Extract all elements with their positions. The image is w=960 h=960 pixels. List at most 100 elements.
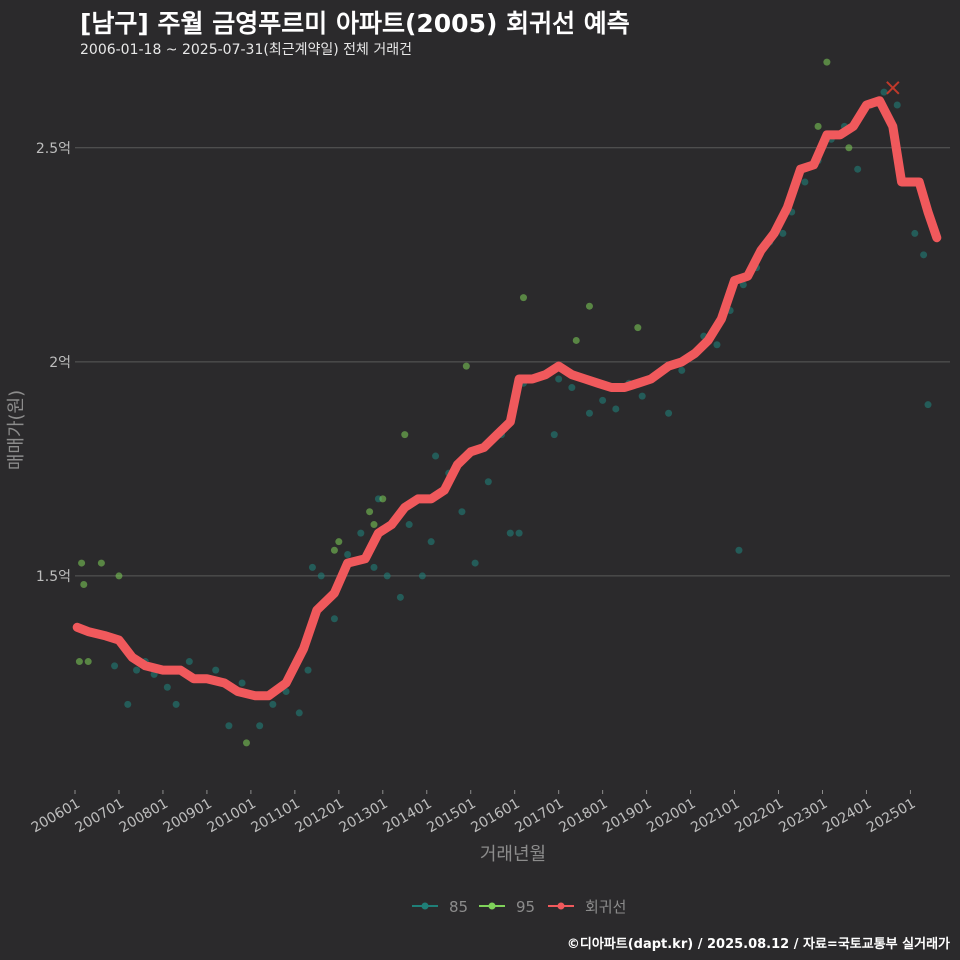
point-85 [269, 700, 277, 708]
point-85 [924, 401, 932, 409]
x-tick-label: 200801 [117, 796, 171, 837]
regression-line [72, 96, 942, 701]
series-85-points [111, 88, 932, 730]
point-85 [920, 251, 928, 259]
point-85 [330, 615, 338, 623]
point-85 [238, 679, 246, 687]
point-85 [185, 658, 193, 666]
point-95 [335, 538, 343, 546]
point-95 [115, 572, 123, 580]
point-85 [304, 666, 312, 674]
point-85 [344, 551, 352, 559]
point-85 [713, 341, 721, 349]
point-95 [242, 739, 250, 747]
legend-item-95[interactable]: 95 [479, 898, 535, 916]
regression-line-layer [72, 96, 942, 701]
legend-label-regression: 회귀선 [585, 898, 626, 916]
point-85 [458, 508, 466, 516]
x-tick-label: 200601 [29, 796, 83, 837]
point-85 [506, 529, 514, 537]
x-tick-label: 201901 [600, 796, 654, 837]
point-85 [172, 700, 180, 708]
point-85 [317, 572, 325, 580]
point-85 [880, 88, 888, 96]
point-85 [212, 666, 220, 674]
point-95 [814, 122, 822, 130]
point-85 [471, 559, 479, 567]
point-85 [418, 572, 426, 580]
point-85 [779, 229, 787, 237]
x-tick-label: 201201 [293, 796, 347, 837]
source-caption: ©디아파트(dapt.kr) / 2025.08.12 / 자료=국토교통부 실… [566, 937, 950, 952]
point-85 [638, 392, 646, 400]
chart-title: [남구] 주월 금영푸르미 아파트(2005) 회귀선 예측 [80, 9, 630, 38]
point-85 [396, 593, 404, 601]
x-tick-label: 201101 [249, 796, 303, 837]
point-85 [225, 722, 233, 730]
point-95 [330, 546, 338, 554]
point-85 [432, 452, 440, 460]
x-tick-label: 202301 [776, 796, 830, 837]
x-tick-label: 201501 [424, 796, 478, 837]
point-85 [735, 546, 743, 554]
point-85 [256, 722, 264, 730]
point-95 [78, 559, 86, 567]
x-tick-label: 202501 [864, 796, 918, 837]
x-tick-labels: 2006012007012008012009012010012011012012… [29, 790, 918, 837]
point-85 [370, 563, 378, 571]
point-95 [401, 431, 409, 439]
x-tick-label: 201601 [468, 796, 522, 837]
x-tick-label: 201401 [380, 796, 434, 837]
y-tick-label: 1.5억 [36, 569, 71, 585]
point-85 [585, 409, 593, 417]
point-85 [295, 709, 303, 717]
point-85 [515, 529, 523, 537]
x-tick-label: 200701 [73, 796, 127, 837]
y-axis-label: 매매가(원) [6, 390, 27, 470]
chart-subtitle: 2006-01-18 ~ 2025-07-31(최근계약일) 전체 거래건 [80, 42, 412, 58]
y-tick-labels: 1.5억 2억 2.5억 [36, 141, 71, 585]
point-85 [163, 683, 171, 691]
legend-item-85[interactable]: 85 [412, 898, 468, 916]
x-tick-label: 201001 [205, 796, 259, 837]
point-85 [568, 384, 576, 392]
legend-item-regression[interactable]: 회귀선 [548, 898, 626, 916]
x-tick-label: 201801 [556, 796, 610, 837]
last-point-x-marker [886, 81, 900, 95]
series-95-points [75, 58, 853, 747]
point-95 [84, 658, 92, 666]
point-95 [370, 521, 378, 529]
x-tick-label: 201701 [512, 796, 566, 837]
point-85 [550, 431, 558, 439]
point-85 [555, 375, 563, 383]
point-85 [665, 409, 673, 417]
last-point-marker-layer [886, 81, 900, 95]
point-95 [379, 495, 387, 503]
point-95 [97, 559, 105, 567]
point-95 [634, 324, 642, 332]
grid-layer [75, 147, 950, 577]
x-tick-label: 201301 [336, 796, 390, 837]
point-95 [823, 58, 831, 66]
point-95 [462, 362, 470, 370]
point-95 [366, 508, 374, 516]
point-85 [893, 101, 901, 109]
point-85 [678, 366, 686, 374]
x-axis-label: 거래년월 [480, 844, 546, 865]
legend-label-95: 95 [516, 898, 535, 916]
x-tick-label: 202101 [688, 796, 742, 837]
x-tick-label: 202001 [644, 796, 698, 837]
point-85 [739, 281, 747, 289]
point-85 [383, 572, 391, 580]
point-95 [75, 658, 83, 666]
point-85 [484, 478, 492, 486]
point-85 [357, 529, 365, 537]
point-85 [599, 396, 607, 404]
x-tick-label: 202401 [820, 796, 874, 837]
y-tick-label: 2.5억 [36, 141, 71, 157]
x-tick-label: 200901 [161, 796, 215, 837]
point-85 [405, 521, 413, 529]
point-95 [845, 144, 853, 152]
point-95 [519, 294, 527, 302]
